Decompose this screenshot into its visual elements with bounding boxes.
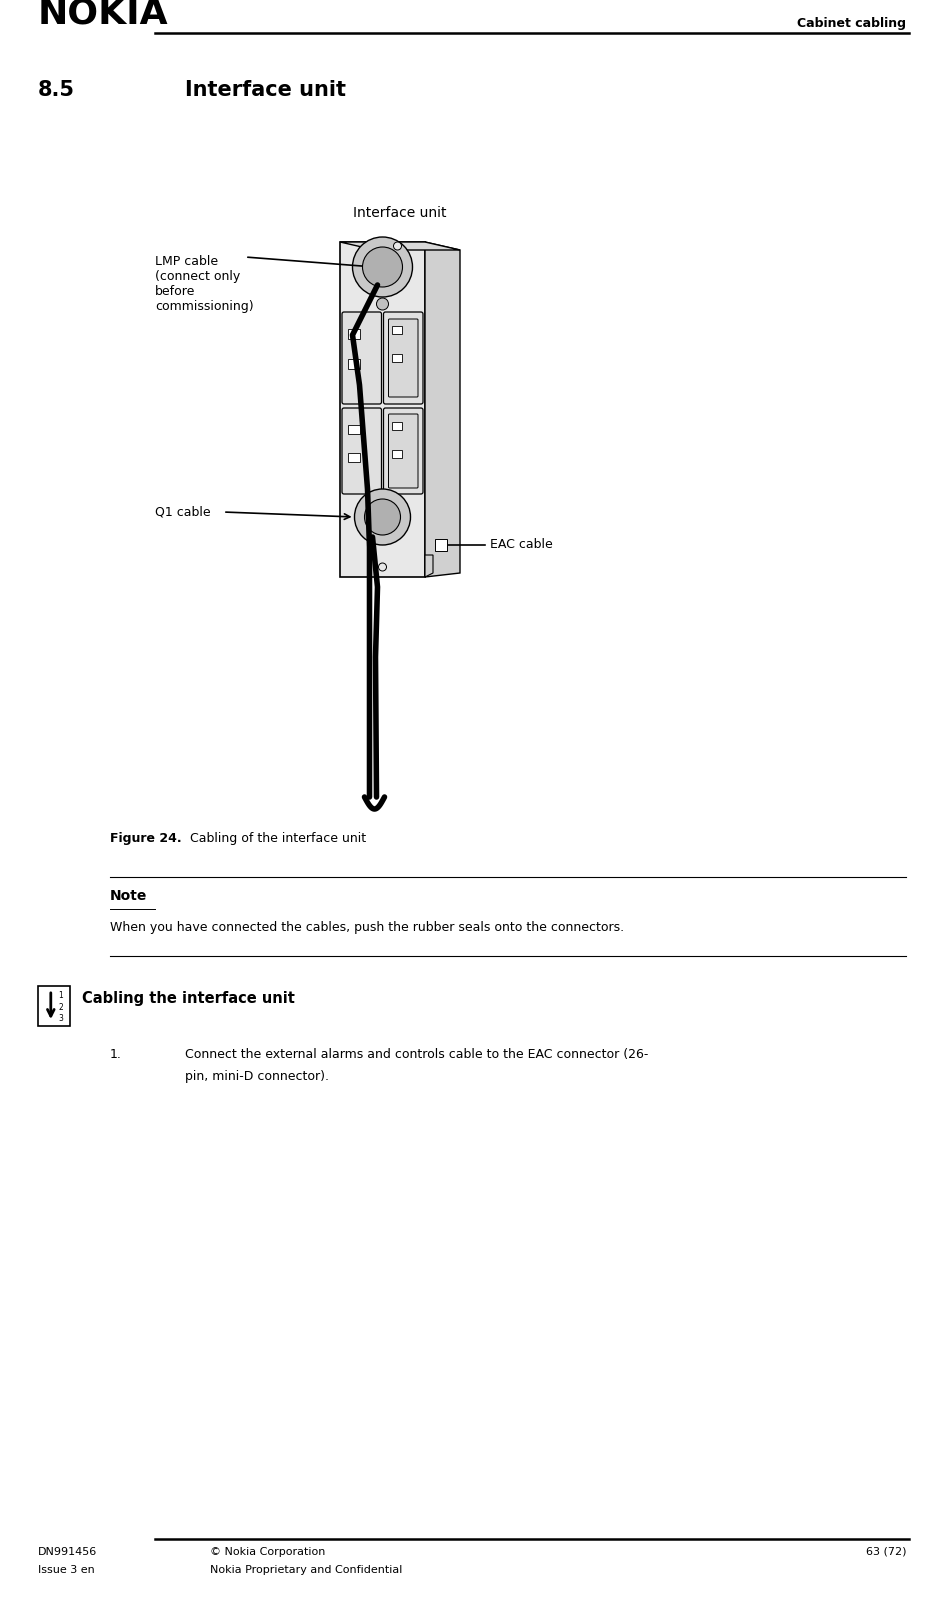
Text: Cabling the interface unit: Cabling the interface unit: [82, 992, 295, 1006]
FancyBboxPatch shape: [383, 407, 423, 493]
FancyBboxPatch shape: [342, 407, 381, 493]
Polygon shape: [392, 326, 401, 334]
Polygon shape: [425, 243, 460, 577]
Text: Nokia Proprietary and Confidential: Nokia Proprietary and Confidential: [210, 1565, 402, 1575]
Text: 1.: 1.: [110, 1048, 122, 1060]
Text: 2: 2: [58, 1003, 62, 1011]
FancyBboxPatch shape: [38, 985, 70, 1025]
Text: Connect the external alarms and controls cable to the EAC connector (26-: Connect the external alarms and controls…: [185, 1048, 649, 1060]
Text: EAC cable: EAC cable: [490, 538, 553, 551]
Circle shape: [362, 248, 402, 287]
Text: Note: Note: [110, 890, 147, 902]
Circle shape: [364, 498, 400, 535]
FancyBboxPatch shape: [389, 319, 418, 398]
Polygon shape: [348, 454, 360, 462]
Text: 3: 3: [58, 1014, 63, 1024]
FancyBboxPatch shape: [342, 311, 381, 404]
Text: LMP cable
(connect only
before
commissioning): LMP cable (connect only before commissio…: [155, 256, 254, 313]
Text: 63 (72): 63 (72): [866, 1547, 906, 1557]
Text: Cabinet cabling: Cabinet cabling: [797, 18, 906, 30]
FancyBboxPatch shape: [340, 243, 425, 577]
Polygon shape: [392, 422, 401, 430]
Circle shape: [379, 564, 386, 572]
Circle shape: [377, 299, 389, 310]
Polygon shape: [392, 355, 401, 363]
Text: Issue 3 en: Issue 3 en: [38, 1565, 94, 1575]
Polygon shape: [348, 329, 360, 339]
FancyBboxPatch shape: [383, 311, 423, 404]
Text: DN991456: DN991456: [38, 1547, 97, 1557]
Polygon shape: [392, 450, 401, 458]
Text: Cabling of the interface unit: Cabling of the interface unit: [190, 832, 366, 845]
Text: Interface unit: Interface unit: [353, 206, 447, 220]
Polygon shape: [348, 359, 360, 369]
Text: 1: 1: [58, 992, 62, 1000]
Polygon shape: [340, 243, 460, 251]
Circle shape: [394, 243, 401, 251]
Polygon shape: [425, 556, 433, 577]
Polygon shape: [435, 540, 447, 551]
Polygon shape: [348, 425, 360, 434]
Text: pin, mini-D connector).: pin, mini-D connector).: [185, 1070, 329, 1083]
Circle shape: [352, 236, 413, 297]
Text: Figure 24.: Figure 24.: [110, 832, 181, 845]
Text: Q1 cable: Q1 cable: [155, 506, 211, 519]
Text: © Nokia Corporation: © Nokia Corporation: [210, 1547, 326, 1557]
Text: Interface unit: Interface unit: [185, 80, 346, 101]
FancyBboxPatch shape: [389, 414, 418, 489]
Text: 8.5: 8.5: [38, 80, 75, 101]
Text: NOKIA: NOKIA: [38, 0, 169, 30]
Circle shape: [355, 489, 411, 545]
Text: When you have connected the cables, push the rubber seals onto the connectors.: When you have connected the cables, push…: [110, 921, 624, 934]
